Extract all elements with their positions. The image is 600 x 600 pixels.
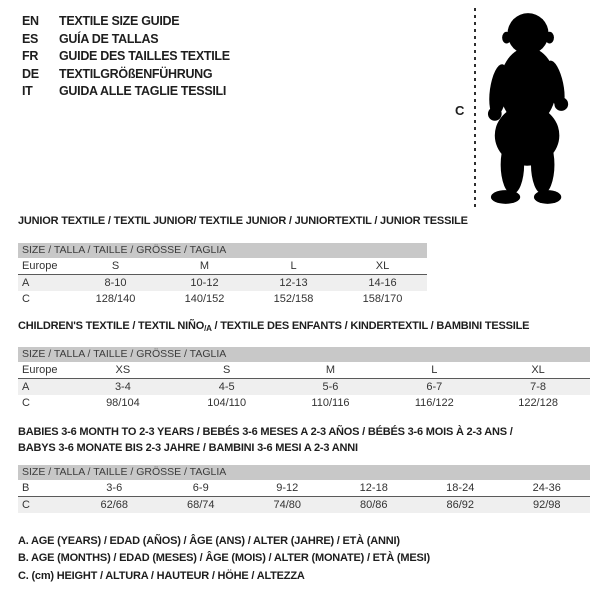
table-cell: 7-8	[530, 381, 547, 393]
table-cell: S	[111, 260, 120, 272]
table-cell: M	[325, 364, 336, 376]
table-row-c: C 98/104 104/110 110/116 116/122 122/128	[18, 395, 590, 411]
table-cell: 140/152	[184, 293, 225, 305]
table-cell: L	[431, 364, 438, 376]
language-code: ES	[22, 31, 39, 46]
baby-silhouette-icon	[487, 13, 569, 204]
size-header-bar: SIZE / TALLA / TAILLE / GRÖSSE / TAGLIA	[18, 465, 590, 480]
table-cell: 6-9	[192, 482, 209, 494]
row-label: A	[22, 381, 30, 393]
row-label: B	[22, 482, 30, 494]
size-header-bar: SIZE / TALLA / TAILLE / GRÖSSE / TAGLIA	[18, 347, 590, 362]
language-title: GUÍA DE TALLAS	[59, 31, 159, 46]
language-row-es: ES GUÍA DE TALLAS	[22, 31, 230, 49]
children-section-title: CHILDREN'S TEXTILE / TEXTIL NIÑO/A / TEX…	[18, 320, 530, 333]
table-cell: L	[290, 260, 297, 272]
table-cell: 122/128	[518, 397, 558, 409]
table-cell: 5-6	[322, 381, 339, 393]
height-c-label: C	[455, 103, 465, 118]
table-cell: 10-12	[190, 277, 219, 289]
table-cell: 24-36	[532, 482, 561, 494]
row-label: C	[22, 293, 30, 305]
legend-line-a: A. AGE (YEARS) / EDAD (AÑOS) / ÂGE (ANS)…	[18, 535, 400, 547]
table-cell: XL	[375, 260, 390, 272]
language-row-en: EN TEXTILE SIZE GUIDE	[22, 13, 230, 31]
table-cell: 116/122	[414, 397, 454, 409]
size-header-bar: SIZE / TALLA / TAILLE / GRÖSSE / TAGLIA	[18, 243, 427, 258]
table-cell: 158/170	[362, 293, 403, 305]
row-label: A	[22, 277, 30, 289]
legend: A. AGE (YEARS) / EDAD (AÑOS) / ÂGE (ANS)…	[18, 533, 430, 585]
height-measure-dotted-line	[474, 8, 476, 209]
babies-section-title: BABIES 3-6 MONTH TO 2-3 YEARS / BEBÉS 3-…	[18, 424, 513, 456]
babies-size-table: SIZE / TALLA / TAILLE / GRÖSSE / TAGLIA …	[18, 465, 590, 513]
language-title: GUIDA ALLE TAGLIE TESSILI	[59, 84, 227, 98]
babies-title-line2: BABYS 3-6 MONATE BIS 2-3 JAHRE / BAMBINI…	[18, 442, 358, 454]
table-cell: 104/110	[207, 397, 247, 409]
table-cell: M	[199, 260, 210, 272]
table-cell: 14-16	[368, 277, 397, 289]
table-cell: 3-6	[106, 482, 123, 494]
table-row-europe: Europe S M L XL	[18, 258, 427, 275]
table-cell: 4-5	[218, 381, 235, 393]
table-cell: 86/92	[446, 499, 475, 511]
legend-line-b: B. AGE (MONTHS) / EDAD (MESES) / ÂGE (MO…	[18, 552, 430, 565]
junior-size-table: SIZE / TALLA / TAILLE / GRÖSSE / TAGLIA …	[18, 243, 427, 307]
table-cell: 74/80	[273, 499, 302, 511]
table-cell: 12-18	[359, 482, 388, 494]
table-cell: 9-12	[276, 482, 299, 494]
size-header-label: SIZE / TALLA / TAILLE / GRÖSSE / TAGLIA	[22, 466, 227, 478]
children-title-subscript: /A	[204, 324, 212, 333]
table-cell: 110/116	[311, 397, 350, 409]
language-list: EN TEXTILE SIZE GUIDE ES GUÍA DE TALLAS …	[22, 13, 230, 101]
table-cell: XS	[115, 364, 131, 376]
row-label: Europe	[22, 260, 58, 272]
children-size-table: SIZE / TALLA / TAILLE / GRÖSSE / TAGLIA …	[18, 347, 590, 411]
size-header-label: SIZE / TALLA / TAILLE / GRÖSSE / TAGLIA	[22, 348, 227, 360]
table-cell: 6-7	[426, 381, 443, 393]
table-row-b: B 3-6 6-9 9-12 12-18 18-24 24-36	[18, 480, 590, 497]
language-code: DE	[22, 66, 39, 81]
row-label: Europe	[22, 364, 58, 376]
table-cell: XL	[531, 364, 545, 376]
table-row-a: A 8-10 10-12 12-13 14-16	[18, 275, 427, 291]
table-cell: 12-13	[279, 277, 308, 289]
table-row-c: C 62/68 68/74 74/80 80/86 86/92 92/98	[18, 497, 590, 513]
table-cell: 152/158	[273, 293, 314, 305]
children-title-rest: / TEXTILE DES ENFANTS / KINDERTEXTIL / B…	[211, 320, 530, 332]
language-title: TEXTILE SIZE GUIDE	[59, 14, 180, 28]
row-label: C	[22, 397, 30, 409]
language-title: TEXTILGRÖßENFÜHRUNG	[59, 66, 213, 81]
language-code: FR	[22, 49, 39, 63]
table-cell: 3-4	[114, 381, 131, 393]
table-cell: 128/140	[95, 293, 136, 305]
table-cell: 80/86	[359, 499, 388, 511]
table-cell: 68/74	[186, 499, 215, 511]
table-cell: 62/68	[100, 499, 129, 511]
legend-line-c: C. (cm) HEIGHT / ALTURA / HAUTEUR / HÖHE…	[18, 569, 305, 582]
language-row-fr: FR GUIDE DES TAILLES TEXTILE	[22, 48, 230, 66]
row-label: C	[22, 499, 30, 511]
table-cell: 92/98	[532, 499, 561, 511]
table-cell: 98/104	[106, 397, 140, 409]
table-cell: S	[223, 364, 231, 376]
table-row-a: A 3-4 4-5 5-6 6-7 7-8	[18, 379, 590, 395]
children-title-main: CHILDREN'S TEXTILE / TEXTIL NIÑO	[18, 320, 205, 332]
language-code: EN	[22, 14, 39, 28]
junior-section-title: JUNIOR TEXTILE / TEXTIL JUNIOR/ TEXTILE …	[18, 215, 468, 227]
table-cell: 18-24	[446, 482, 475, 494]
table-cell: 8-10	[104, 277, 127, 289]
language-row-it: IT GUIDA ALLE TAGLIE TESSILI	[22, 83, 230, 101]
language-code: IT	[22, 84, 33, 98]
size-header-label: SIZE / TALLA / TAILLE / GRÖSSE / TAGLIA	[22, 244, 227, 256]
table-row-c: C 128/140 140/152 152/158 158/170	[18, 291, 427, 307]
language-row-de: DE TEXTILGRÖßENFÜHRUNG	[22, 66, 230, 84]
table-row-europe: Europe XS S M L XL	[18, 362, 590, 379]
babies-title-line1: BABIES 3-6 MONTH TO 2-3 YEARS / BEBÉS 3-…	[18, 426, 513, 438]
language-title: GUIDE DES TAILLES TEXTILE	[59, 49, 230, 63]
